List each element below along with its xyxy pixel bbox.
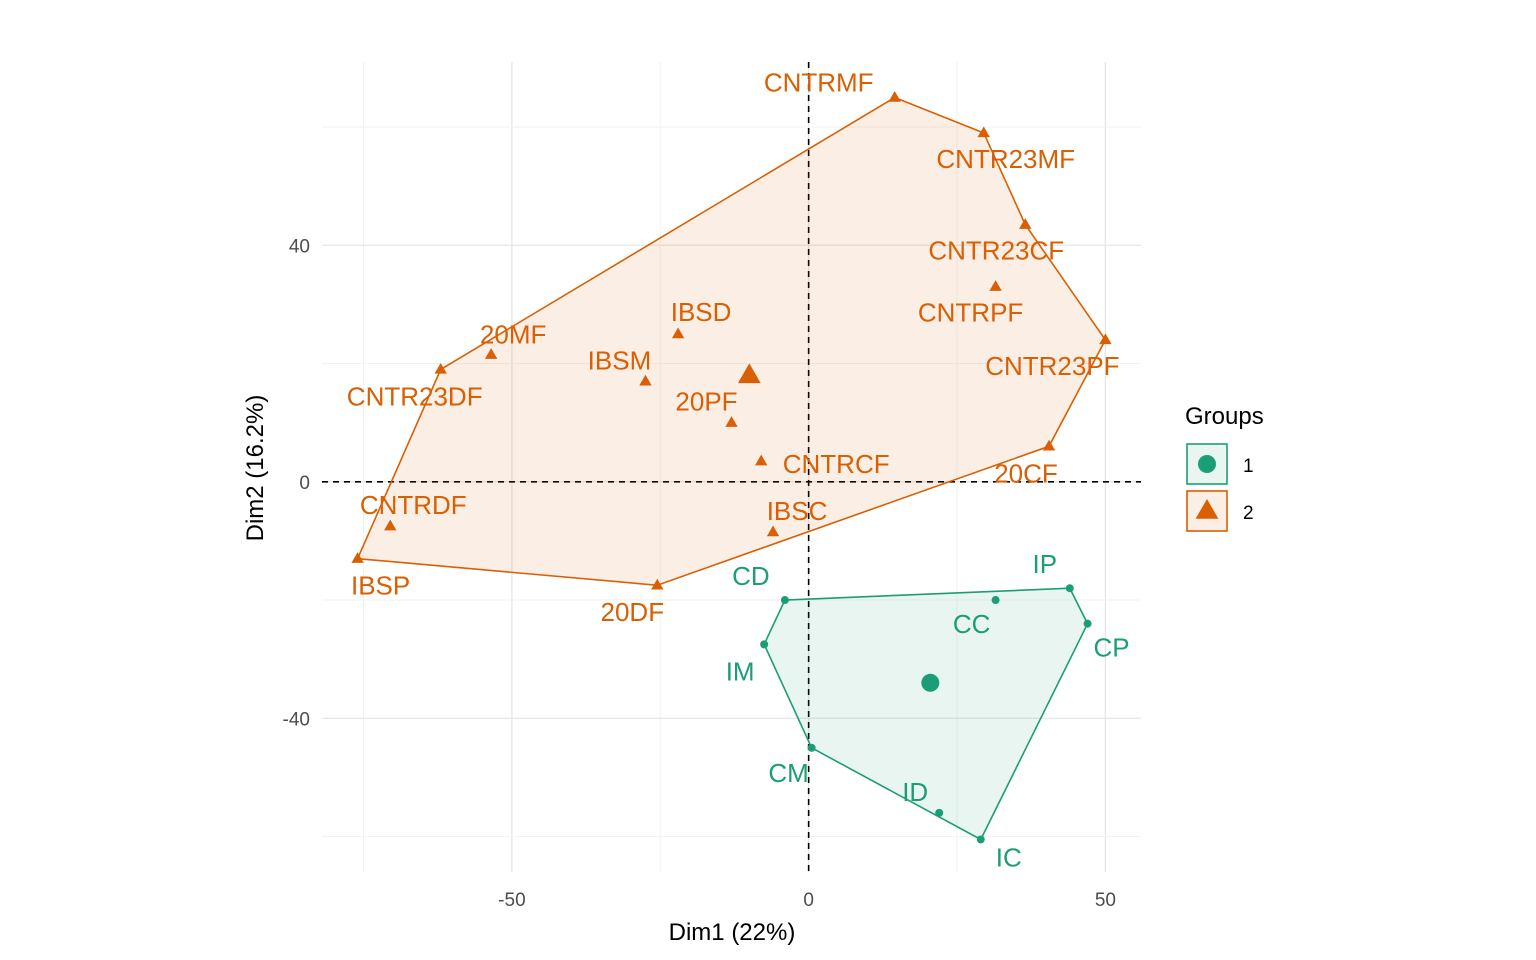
point-labels: CD IP CC CP IM CM ID IC CNTRMF CNTR23MF CNTR23CF CN… <box>347 67 1130 872</box>
legend-triangle-icon <box>1195 499 1219 519</box>
data-point <box>977 126 990 138</box>
point-label: 20DF <box>601 597 665 627</box>
data-point <box>807 743 816 752</box>
data-point <box>384 519 397 531</box>
legend-label: 1 <box>1243 456 1254 477</box>
legend-title: Groups <box>1185 403 1264 430</box>
point-label: CC <box>953 609 991 639</box>
data-point <box>935 808 944 817</box>
point-label: CD <box>732 561 770 591</box>
data-point <box>651 578 664 590</box>
data-point <box>780 596 789 605</box>
data-point <box>766 525 780 537</box>
point-label: ID <box>902 777 928 807</box>
data-point <box>888 90 901 102</box>
point-label: IBSD <box>671 297 732 327</box>
data-point <box>434 362 447 374</box>
point-label: IM <box>726 656 755 686</box>
point-label: CNTR23DF <box>347 381 483 411</box>
point-label: CNTR23PF <box>985 351 1119 381</box>
data-point <box>1083 619 1092 628</box>
point-label: CNTRPF <box>918 298 1023 328</box>
point-label: CNTRMF <box>764 67 874 97</box>
x-axis-title: Dim1 (22%) <box>669 919 796 946</box>
legend: Groups 1 2 <box>1185 403 1264 532</box>
point-label: IBSM <box>588 345 652 375</box>
cluster-hulls <box>356 96 1107 841</box>
legend-label: 2 <box>1243 503 1254 524</box>
point-label: CNTRDF <box>360 490 467 520</box>
point-label: CNTRCF <box>783 449 890 479</box>
y-tick-label: 0 <box>299 473 310 494</box>
point-label: 20PF <box>675 387 737 417</box>
data-point <box>1042 439 1056 451</box>
data-point <box>989 280 1002 291</box>
point-label: CM <box>768 758 808 788</box>
y-axis-title: Dim2 (16.2%) <box>242 395 269 542</box>
data-point <box>991 596 1000 605</box>
data-points <box>351 90 1112 844</box>
data-point <box>671 327 685 339</box>
data-point <box>760 640 769 649</box>
cluster-centroid <box>737 363 761 384</box>
point-label: IC <box>996 842 1022 872</box>
point-label: 20CF <box>994 458 1058 488</box>
point-label: IP <box>1032 549 1057 579</box>
axis-ticks: -50 0 50 -40 0 40 <box>283 236 1116 911</box>
point-label: IBSP <box>351 571 410 601</box>
x-tick-label: -50 <box>498 890 525 911</box>
data-point <box>1099 333 1112 345</box>
point-label: IBSC <box>767 496 828 526</box>
x-tick-label: 50 <box>1095 890 1116 911</box>
point-label: CNTR23MF <box>936 144 1075 174</box>
data-point <box>1019 218 1032 229</box>
legend-circle-icon <box>1198 455 1216 473</box>
data-point <box>754 454 768 466</box>
data-point <box>976 835 985 844</box>
cluster-centroid <box>921 673 940 692</box>
data-point <box>1065 584 1074 593</box>
point-label: 20MF <box>480 320 546 350</box>
data-point <box>639 374 652 386</box>
point-label: CNTR23CF <box>928 236 1064 266</box>
point-label: CP <box>1094 633 1130 663</box>
data-point <box>725 416 738 427</box>
data-point <box>351 552 364 563</box>
data-point <box>484 348 498 359</box>
y-tick-label: 40 <box>289 236 310 257</box>
reference-lines <box>322 62 1141 872</box>
x-tick-label: 0 <box>803 890 814 911</box>
y-tick-label: -40 <box>283 709 310 730</box>
